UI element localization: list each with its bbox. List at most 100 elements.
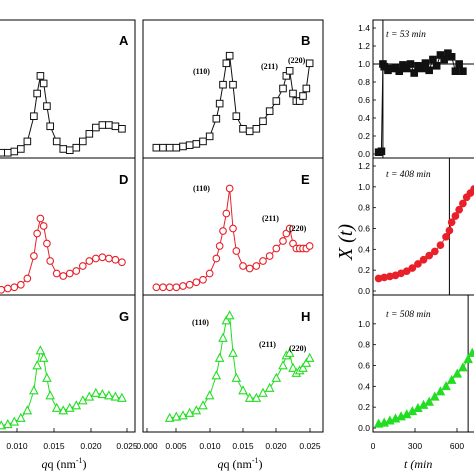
data-point-h-16 <box>251 392 262 402</box>
data-point-a-8 <box>36 72 45 80</box>
data-point-b-5 <box>185 141 194 149</box>
panel-frame-h <box>142 294 324 433</box>
series-line-h <box>169 314 311 419</box>
time-label-top: t = 53 min <box>386 30 426 40</box>
data-point-a-18 <box>92 123 100 132</box>
xlabel-right-text: q (nm <box>223 457 252 471</box>
data-point-g-10 <box>42 372 52 382</box>
data-point-b-9 <box>212 114 221 123</box>
ytick-label-x-bot-3: 0.6 <box>358 361 370 371</box>
ytick-label-x-top-7: 1.4 <box>358 23 370 33</box>
data-point-d-15 <box>72 267 81 275</box>
yticks-x-bot: 0.0 0.2 0.4 0.6 0.8 1.0 <box>358 319 370 433</box>
xtick-right-6: 0.025 <box>299 441 321 451</box>
series-group-d <box>0 214 126 294</box>
panel-letter-e: E <box>301 172 310 187</box>
data-point-a-6 <box>30 112 38 121</box>
data-point-h-6 <box>204 390 215 400</box>
data-point-d-22 <box>118 258 126 267</box>
ytick-label-x-bot-5: 1.0 <box>358 319 370 329</box>
data-point-x-mid-12 <box>442 232 450 241</box>
xtick-left-3: 0.020 <box>80 441 102 451</box>
ytick-label-x-top-3: 0.6 <box>358 95 370 105</box>
data-point-a-11 <box>46 122 54 131</box>
data-point-b-19 <box>259 117 267 126</box>
data-point-h-18 <box>264 382 275 392</box>
data-point-e-22 <box>279 237 287 245</box>
data-point-x-mid-10 <box>430 247 439 256</box>
data-point-a-1 <box>0 148 6 157</box>
data-point-b-14 <box>229 80 237 89</box>
data-point-g-21 <box>110 391 121 401</box>
data-point-h-8 <box>214 352 225 362</box>
ytick-label-x-bot-2: 0.4 <box>358 381 370 391</box>
peak-label-h-220: (220) <box>289 344 307 353</box>
xtick-left-1: 0.010 <box>6 441 28 451</box>
ytick-label-x-top-6: 1.2 <box>358 41 370 51</box>
data-point-a-3 <box>10 147 19 156</box>
data-point-a-21 <box>111 122 120 131</box>
data-point-e-30 <box>305 242 314 250</box>
xlabel-left-sup: -1 <box>76 456 83 465</box>
data-point-x-mid-5 <box>402 267 411 276</box>
data-point-x-top-19 <box>440 55 448 64</box>
data-point-e-4 <box>179 282 187 290</box>
data-point-x-top-22 <box>451 67 460 76</box>
kin-xlabel: t (min <box>404 457 432 471</box>
data-point-x-bot-16 <box>463 353 473 364</box>
data-point-h-22 <box>284 347 295 357</box>
data-point-e-0 <box>152 283 161 292</box>
data-point-e-21 <box>272 244 281 253</box>
data-point-e-20 <box>265 252 274 260</box>
data-point-e-13 <box>225 184 234 193</box>
data-point-d-16 <box>78 262 87 270</box>
panel-frames <box>0 19 474 433</box>
data-point-d-10 <box>43 239 51 248</box>
data-point-b-7 <box>199 137 207 146</box>
xtick-right-4: 0.015 <box>232 441 254 451</box>
ytick-label-x-top-4: 0.8 <box>358 77 370 87</box>
data-point-e-24 <box>285 224 294 233</box>
data-point-x-top-24 <box>459 67 467 76</box>
data-point-x-top-14 <box>421 59 430 67</box>
data-point-d-12 <box>52 269 61 278</box>
xlabel-right-sup: -1 <box>252 456 259 465</box>
data-point-h-20 <box>278 360 288 370</box>
data-point-d-14 <box>65 269 74 278</box>
ytick-label-x-top-1: 0.2 <box>358 131 370 141</box>
text-labels: A B D E G H (110) (211) (220) (110) (211… <box>6 23 464 471</box>
data-point-a-16 <box>79 137 87 146</box>
data-point-x-mid-17 <box>459 199 467 208</box>
ytick-label-x-bot-4: 0.8 <box>358 340 370 350</box>
data-point-e-18 <box>252 262 261 270</box>
ytick-label-x-top-2: 0.4 <box>358 113 370 123</box>
data-marks <box>0 49 474 430</box>
ytick-label-x-mid-2: 0.4 <box>358 244 370 254</box>
data-point-h-28 <box>304 352 315 362</box>
data-point-g-5 <box>22 405 33 415</box>
data-point-g-9 <box>38 352 49 362</box>
data-point-x-bot-14 <box>452 368 463 378</box>
data-point-e-10 <box>215 242 224 250</box>
data-point-g-12 <box>51 402 62 412</box>
data-point-h-27 <box>301 357 312 367</box>
data-point-h-11 <box>224 310 235 320</box>
data-point-x-top-15 <box>425 66 433 75</box>
data-point-b-10 <box>215 99 224 108</box>
data-point-x-bot-13 <box>446 374 457 384</box>
data-point-d-11 <box>46 257 55 265</box>
data-point-e-2 <box>165 283 174 292</box>
series-line-x-bot <box>378 352 473 425</box>
ytick-label-x-top-5: 1.0 <box>358 59 370 69</box>
data-point-e-1 <box>159 283 167 292</box>
kin-xtick-600: 600 <box>450 441 464 451</box>
data-point-h-1 <box>171 411 182 421</box>
data-point-h-12 <box>228 347 238 357</box>
data-point-g-20 <box>104 390 114 400</box>
data-point-b-12 <box>222 59 231 68</box>
ytick-label-x-mid-1: 0.2 <box>358 265 370 275</box>
data-point-e-15 <box>232 247 241 255</box>
data-point-g-6 <box>29 385 39 395</box>
data-point-d-8 <box>36 214 45 223</box>
data-point-a-9 <box>39 79 48 88</box>
